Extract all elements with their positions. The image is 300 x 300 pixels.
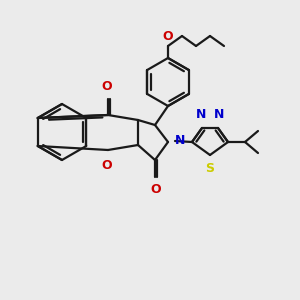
Text: N: N [196,108,206,121]
Text: O: O [163,30,173,43]
Text: O: O [102,80,112,93]
Text: N: N [175,134,185,148]
Text: O: O [102,159,112,172]
Text: S: S [206,162,214,175]
Text: N: N [214,108,224,121]
Text: O: O [151,183,161,196]
